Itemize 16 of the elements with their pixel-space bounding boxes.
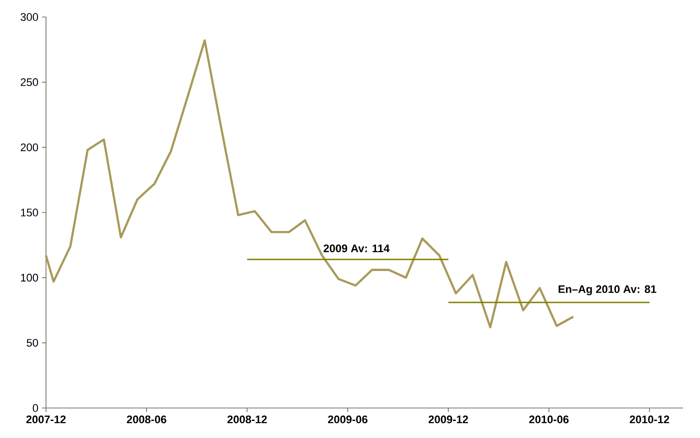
y-tick-label: 250 [20, 78, 38, 86]
x-tick-label: 2010-06 [529, 416, 569, 424]
annotation: 2009 Av: 114 [324, 244, 390, 252]
x-tick-label: 2009-12 [428, 416, 468, 424]
x-tick-label: 2007-12 [26, 416, 66, 424]
y-tick-label: 0 [32, 404, 38, 412]
y-tick-label: 200 [20, 143, 38, 152]
annotation: En–Ag 2010 Av: 81 [558, 285, 656, 296]
y-tick-label: 50 [26, 338, 38, 347]
x-tick-label: 2008-12 [227, 416, 267, 424]
y-tick-label: 300 [20, 13, 38, 21]
y-tick-label: 150 [21, 208, 38, 216]
x-tick-label: 2010-12 [630, 416, 670, 424]
y-tick-label: 100 [21, 274, 38, 282]
x-tick-label: 2009-06 [328, 416, 368, 424]
x-tick-label: 2008-06 [126, 416, 166, 424]
